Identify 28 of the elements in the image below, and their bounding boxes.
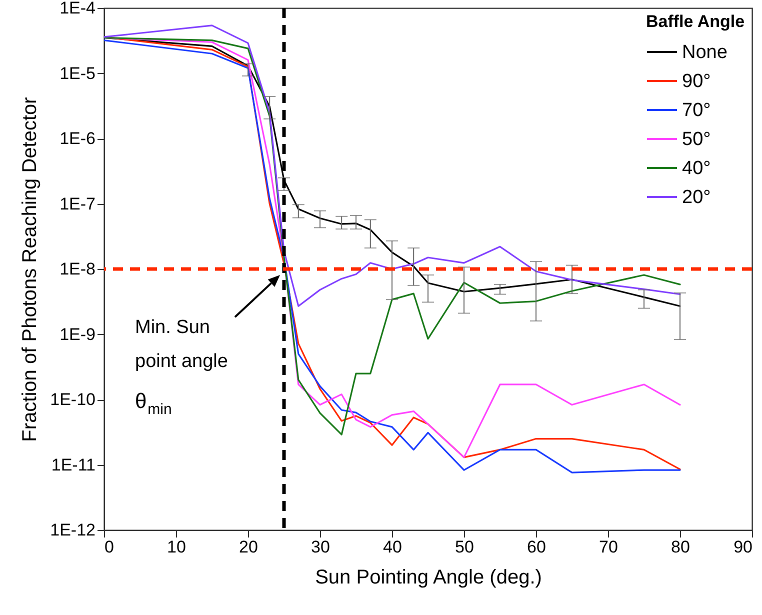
x-tick-label: 40 bbox=[383, 538, 402, 556]
x-tick-label: 90 bbox=[734, 538, 752, 556]
x-tick-label: 30 bbox=[311, 538, 330, 556]
legend-label: None bbox=[682, 42, 728, 63]
x-axis-title: Sun Pointing Angle (deg.) bbox=[315, 566, 542, 588]
y-tick-label: 1E-4 bbox=[60, 0, 96, 18]
legend-label: 40° bbox=[682, 158, 711, 179]
y-tick-label: 1E-9 bbox=[60, 324, 96, 344]
x-tick-label: 10 bbox=[167, 538, 186, 556]
y-axis-title: Fraction of Photons Reaching Detector bbox=[19, 96, 42, 442]
x-tick-label: 60 bbox=[527, 538, 546, 556]
y-tick-label: 1E-6 bbox=[60, 129, 96, 148]
y-tick-label: 1E-5 bbox=[60, 64, 96, 83]
x-tick-label: 50 bbox=[455, 538, 474, 556]
y-tick-label: 1E-7 bbox=[60, 194, 96, 214]
legend-title: Baffle Angle bbox=[646, 12, 745, 31]
legend-label: 20° bbox=[682, 187, 711, 208]
x-tick-label: 0 bbox=[104, 538, 114, 556]
legend-label: 90° bbox=[682, 71, 711, 92]
x-tick-label: 70 bbox=[599, 538, 618, 556]
x-tick-label: 80 bbox=[671, 538, 690, 556]
y-tick-label: 1E-10 bbox=[50, 390, 96, 409]
legend-label: 70° bbox=[682, 100, 711, 121]
y-tick-label: 1E-12 bbox=[50, 520, 96, 540]
y-tick-label: 1E-8 bbox=[60, 260, 96, 278]
y-tick-label: 1E-11 bbox=[51, 455, 96, 474]
legend-label: 50° bbox=[682, 129, 711, 150]
x-tick-label: 20 bbox=[239, 538, 258, 556]
